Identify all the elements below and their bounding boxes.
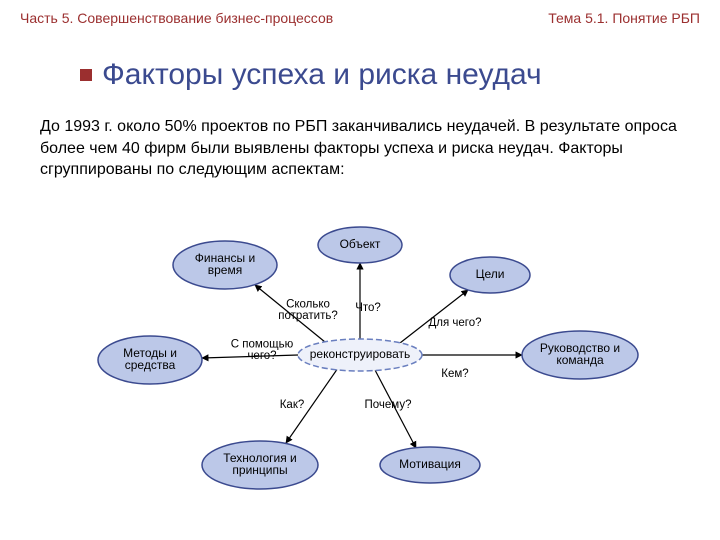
body-paragraph: До 1993 г. около 50% проектов по РБП зак… [40,116,680,181]
edge-label-methods: С помощьючего? [231,338,294,362]
edge-label-motivation: Почему? [365,399,412,411]
edge-label-leadership: Кем? [441,368,468,380]
node-label-object: Объект [340,237,381,251]
slide-title: Факторы успеха и риска неудач [80,58,542,92]
title-text: Факторы успеха и риска неудач [102,58,542,91]
node-label-tech: Технология ипринципы [223,451,297,477]
center-label: реконструировать [310,347,411,361]
edge-label-object: Что? [355,302,381,314]
node-label-motivation: Мотивация [399,457,461,471]
title-bullet-icon [80,69,92,81]
edge-label-tech: Как? [280,399,305,411]
factor-diagram: Что? Для чего? Кем? Почему? Как? С помощьючег… [60,210,660,520]
diagram-canvas: Что? Для чего? Кем? Почему? Как? С помощьючег… [60,210,660,520]
edge-label-finance: Сколькопотратить? [278,298,338,322]
node-label-methods: Методы исредства [123,346,177,372]
edge-label-goals: Для чего? [428,317,481,329]
node-label-goals: Цели [476,267,505,281]
header-left: Часть 5. Совершенствование бизнес-процес… [20,10,333,26]
header-right: Тема 5.1. Понятие РБП [548,10,700,26]
